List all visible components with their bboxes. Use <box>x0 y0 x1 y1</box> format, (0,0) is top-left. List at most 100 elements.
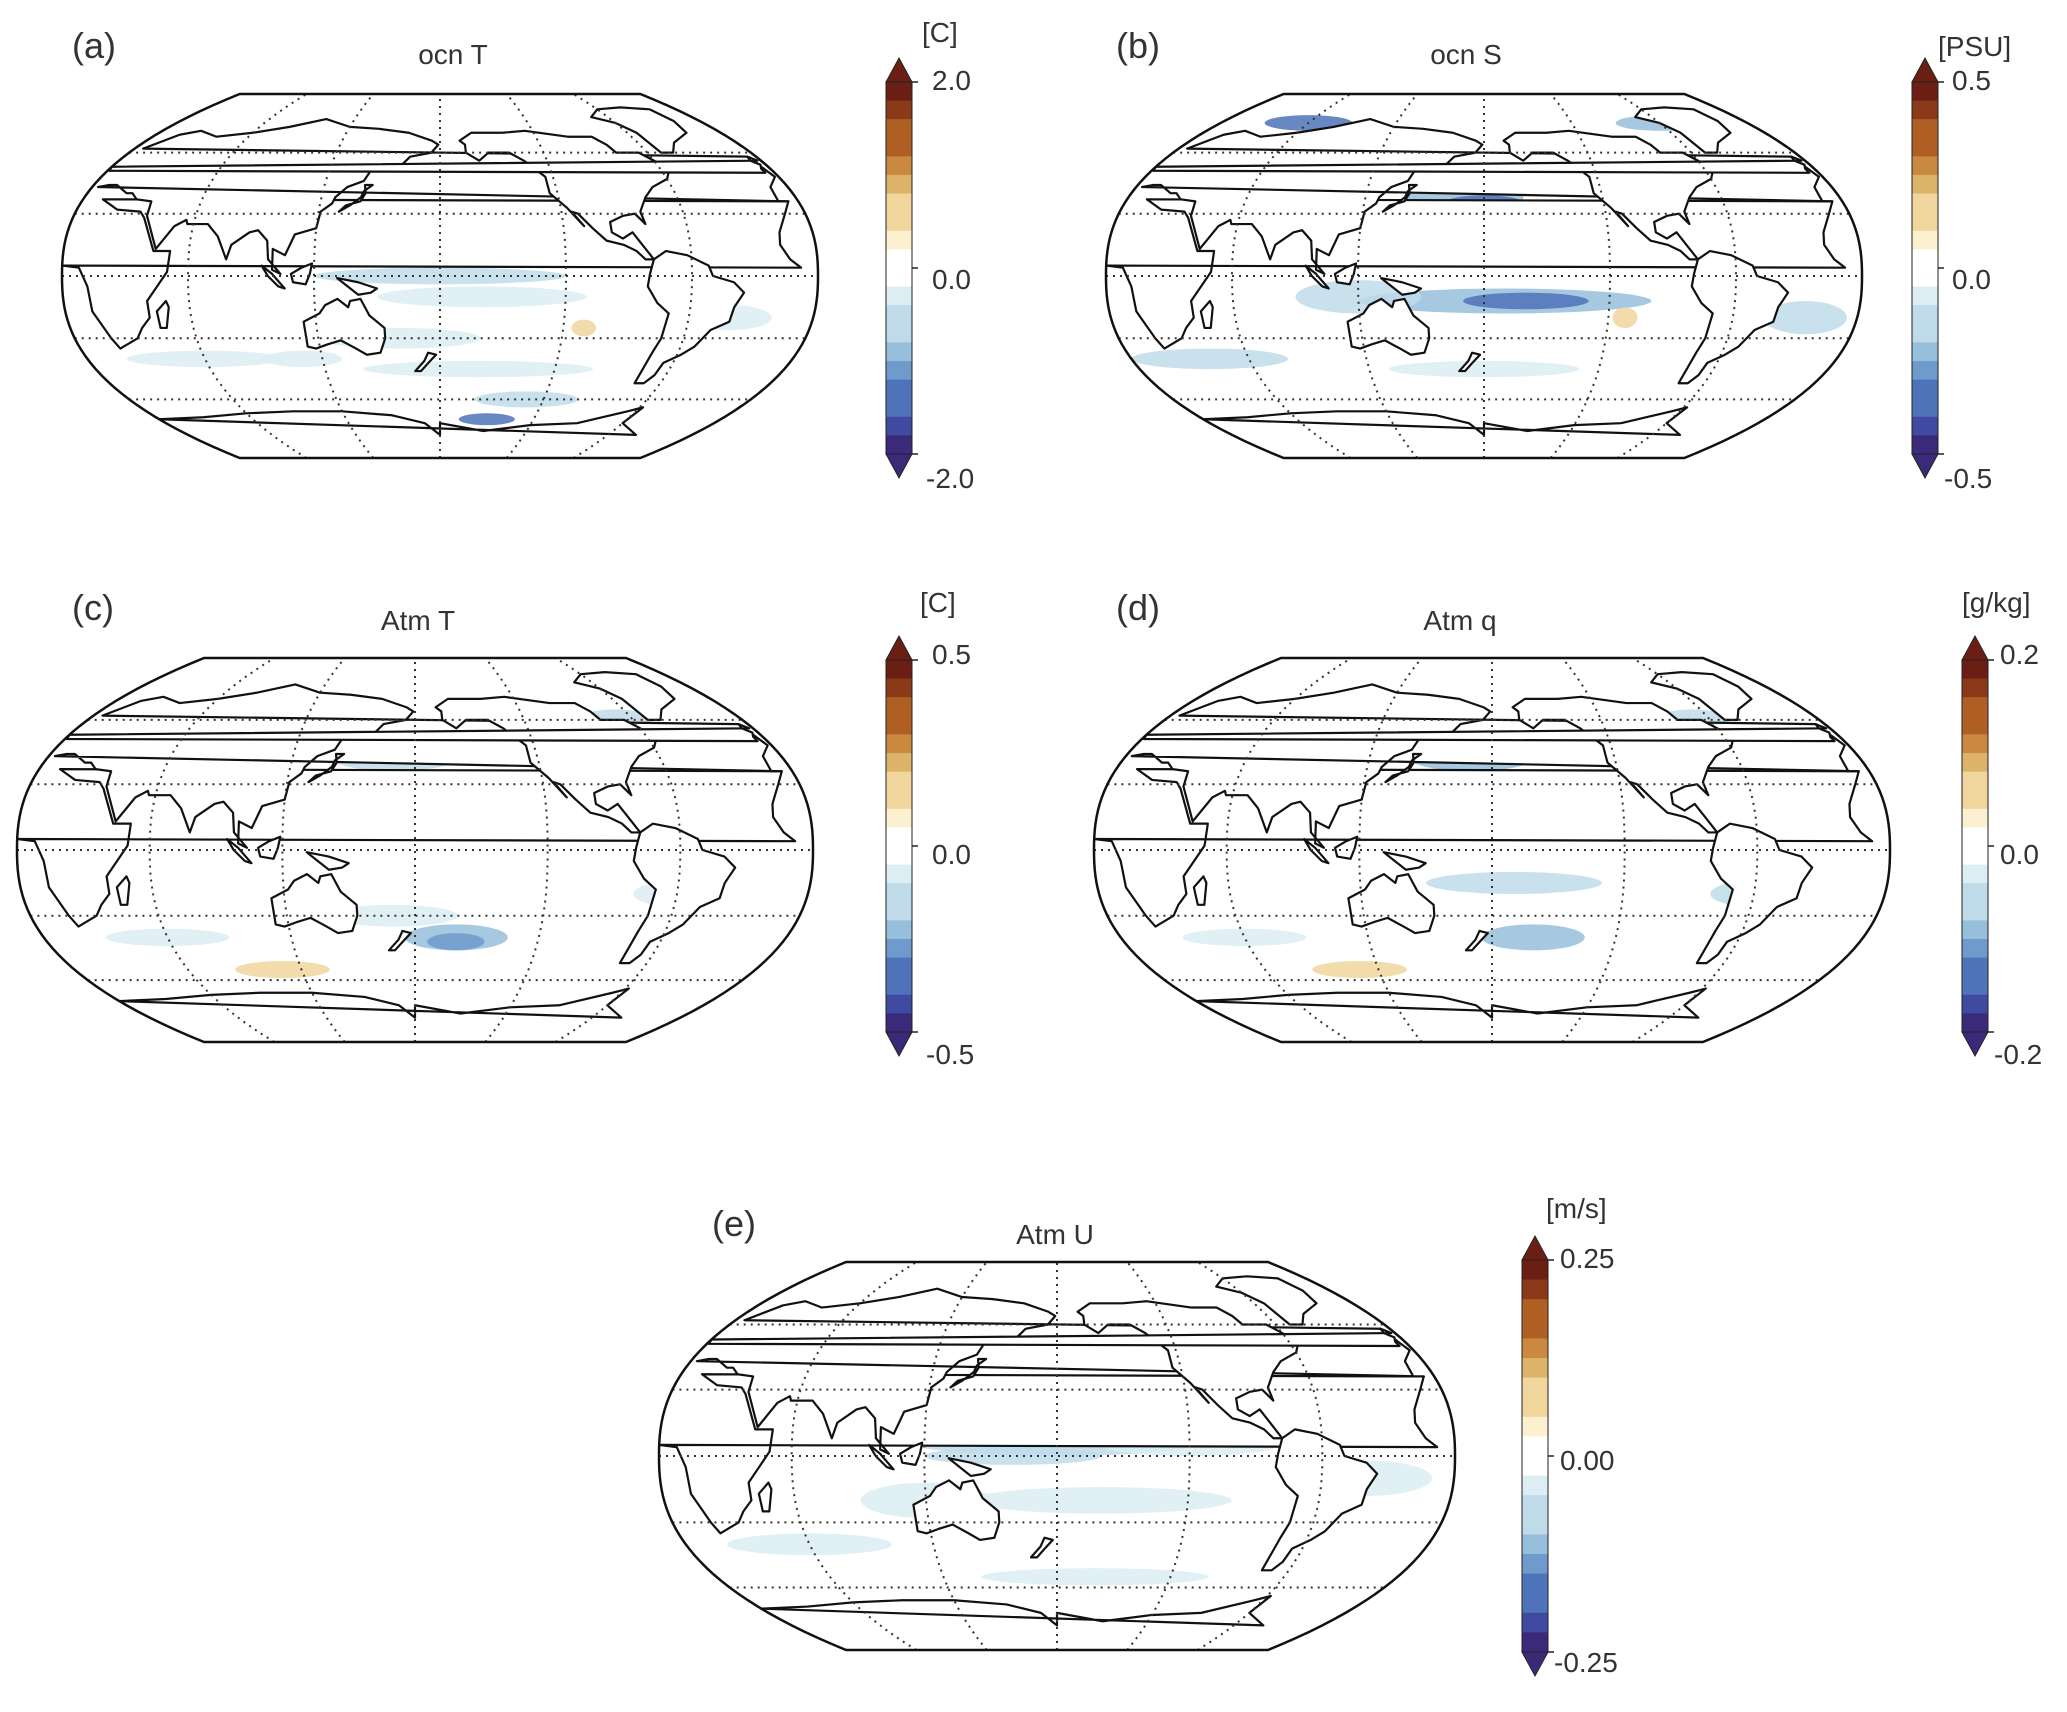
anomaly-patch <box>1182 928 1307 947</box>
colorbar-extend-max <box>1521 1234 1549 1261</box>
colorbar-extend-min <box>1911 453 1939 480</box>
colorbar-min-label: -0.2 <box>1994 1039 2042 1070</box>
coastline-samerica <box>1260 1428 1379 1572</box>
colorbar-segment <box>886 808 912 828</box>
colorbar-segment <box>1912 305 1938 325</box>
panel-e: (e) Atm U [m/s] 0.25 0.00 -0.25 <box>657 1193 1618 1678</box>
colorbar-segment <box>1962 790 1988 810</box>
colorbar-segment <box>886 175 912 195</box>
anomaly-patch <box>427 933 485 951</box>
colorbar-min-label: -2.0 <box>926 463 974 494</box>
coastline-australia <box>270 873 359 935</box>
anomaly-patch <box>105 928 230 947</box>
coastline-greenland <box>590 106 688 154</box>
panel-label: (e) <box>712 1203 756 1244</box>
meridian-line <box>1126 1262 1191 1650</box>
colorbar-segment <box>886 1013 912 1033</box>
map-layers <box>659 1262 1455 1650</box>
anomaly-patch <box>235 961 330 979</box>
colorbar-segment <box>1912 268 1938 288</box>
meridian-line <box>1197 1262 1324 1650</box>
colorbar-segment <box>1522 1416 1548 1437</box>
colorbar-segment <box>886 249 912 269</box>
colorbar-segment <box>1962 864 1988 884</box>
colorbar-segment <box>886 100 912 120</box>
colorbar-segment <box>1522 1612 1548 1633</box>
meridian-line <box>148 658 275 1042</box>
colorbar-segment <box>1522 1554 1548 1575</box>
colorbar-mid-label: 0.0 <box>2000 839 2039 870</box>
coastline-newguinea <box>1382 851 1427 871</box>
panel-c: (c) Atm T [C] 0.5 0.0 -0.5 <box>15 587 974 1070</box>
colorbar-segment <box>886 137 912 157</box>
colorbar-segment <box>1912 212 1938 232</box>
colorbar-segment <box>886 660 912 680</box>
coastline-australia <box>912 1479 1001 1542</box>
colorbar-segment <box>886 697 912 717</box>
colorbar <box>1961 634 1994 1058</box>
coastline-japan <box>949 1357 988 1389</box>
colorbar-segment <box>1962 753 1988 773</box>
meridian-line <box>555 658 682 1042</box>
coastline-samerica <box>618 822 737 965</box>
colorbar-max-label: 2.0 <box>932 65 971 96</box>
colorbar-extend-min <box>1521 1651 1549 1678</box>
panel-label: (d) <box>1116 587 1160 628</box>
colorbar-min-label: -0.5 <box>926 1039 974 1070</box>
colorbar-max-label: 0.5 <box>932 639 971 670</box>
colorbar-segment <box>1962 827 1988 847</box>
colorbar-segment <box>1962 771 1988 791</box>
coastline-newzealand <box>414 351 438 373</box>
colorbar <box>885 634 918 1058</box>
colorbar-segment <box>886 305 912 325</box>
colorbar-segment <box>886 82 912 102</box>
coastline-japan <box>1381 183 1418 213</box>
colorbar-segment <box>886 883 912 903</box>
meridian-line <box>1632 658 1759 1042</box>
colorbar-segment <box>886 957 912 977</box>
map <box>60 92 820 460</box>
colorbar-segment <box>1912 175 1938 195</box>
colorbar-segment <box>1522 1260 1548 1281</box>
map-frame <box>657 1260 1457 1652</box>
colorbar-extend-min <box>1961 1031 1989 1058</box>
anomaly-patch <box>126 350 284 368</box>
colorbar-segment <box>1522 1299 1548 1320</box>
anomaly-patch <box>363 360 594 378</box>
colorbar-extend-max <box>885 56 913 83</box>
colorbar-segment <box>886 734 912 754</box>
colorbar-segment <box>886 193 912 213</box>
colorbar-segment <box>1912 416 1938 436</box>
colorbar-segment <box>1962 883 1988 903</box>
coastline-newguinea <box>947 1457 992 1478</box>
coastline-borneo <box>256 835 282 860</box>
colorbar <box>885 56 918 480</box>
coastline-newzealand <box>1029 1536 1054 1559</box>
anomaly-patch <box>474 391 579 408</box>
coastline-japan <box>307 752 346 784</box>
coastline-newguinea <box>1380 276 1423 296</box>
coastline-samerica <box>1677 249 1790 385</box>
colorbar-segment <box>886 342 912 362</box>
meridian-line <box>312 94 375 458</box>
panel-b: (b) ocn S [PSU] 0.5 0.0 -0.5 <box>1104 25 2011 494</box>
map <box>15 656 815 1044</box>
colorbar-segment <box>1522 1593 1548 1614</box>
colorbar-mid-label: 0.0 <box>1952 264 1991 295</box>
coastline-samerica <box>1695 822 1814 965</box>
meridian-line <box>505 94 568 458</box>
coastline-newzealand <box>1464 929 1489 952</box>
coastline-newzealand <box>1458 351 1482 373</box>
colorbar-segment <box>1912 398 1938 418</box>
panel-label: (a) <box>72 25 116 66</box>
coastline-sumatra <box>1303 837 1330 865</box>
colorbar-segment <box>1522 1377 1548 1398</box>
colorbar-segment <box>886 268 912 288</box>
colorbar-segment <box>886 435 912 455</box>
colorbar-segment <box>886 323 912 343</box>
coastline-greenland <box>1215 1275 1318 1326</box>
meridian-line <box>1225 658 1352 1042</box>
coastline-sumatra <box>226 837 253 865</box>
map-frame <box>15 656 815 1044</box>
colorbar-segment <box>1912 82 1938 102</box>
